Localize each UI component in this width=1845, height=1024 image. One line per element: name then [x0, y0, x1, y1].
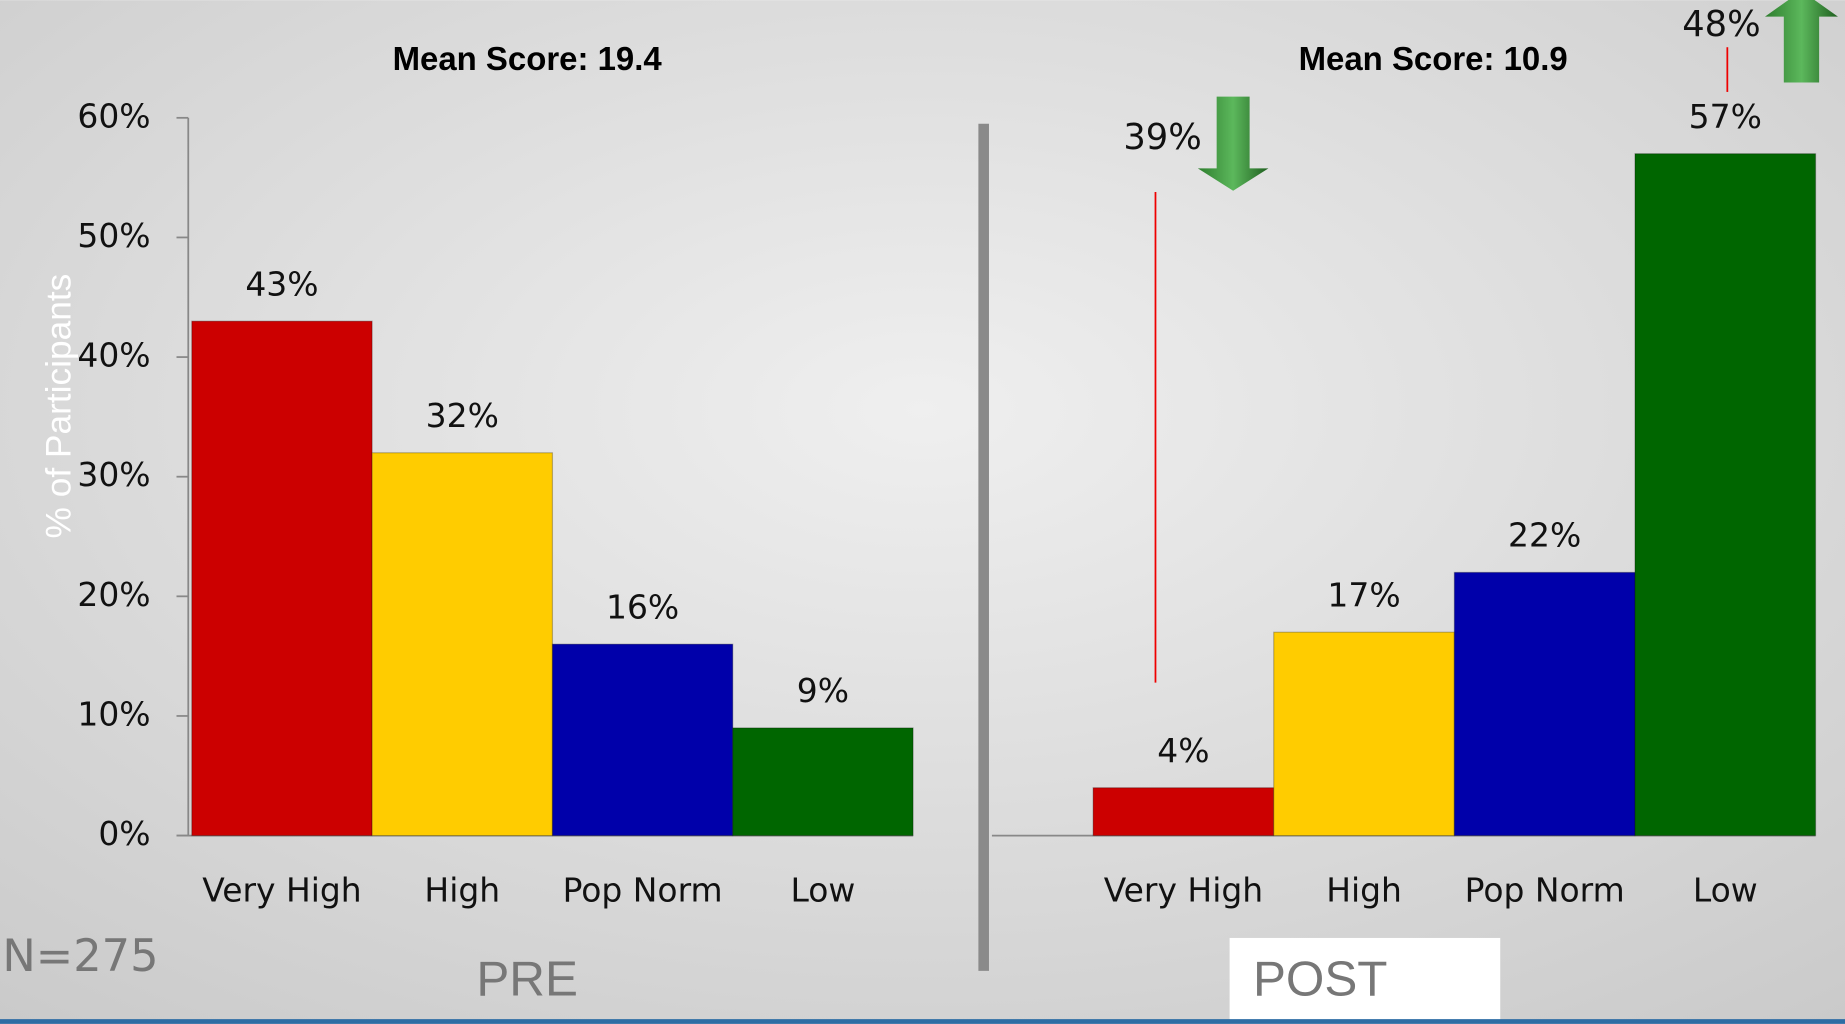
x-tick-label: Very High	[202, 871, 361, 910]
value-label: 16%	[606, 587, 679, 626]
panel-caption: POST	[1253, 952, 1388, 1007]
bar	[191, 320, 373, 837]
y-axis-label: % of Participants	[40, 274, 79, 539]
down-arrow	[1197, 96, 1269, 191]
value-label: 32%	[426, 396, 499, 435]
annotation: 39%	[1123, 117, 1201, 158]
caption-box	[1229, 937, 1501, 1024]
value-label: 43%	[245, 264, 318, 303]
bar	[1634, 153, 1817, 837]
y-tick-label: 60%	[77, 96, 150, 135]
x-tick-label: Pop Norm	[1465, 871, 1625, 910]
bar	[551, 643, 734, 837]
annotation: 48%	[1682, 4, 1760, 45]
value-label: 17%	[1327, 575, 1400, 614]
y-tick-label: 50%	[77, 216, 150, 255]
value-label: 4%	[1157, 731, 1209, 770]
panel-caption: PRE	[476, 952, 578, 1007]
x-tick-label: Low	[790, 871, 855, 910]
value-label: 22%	[1508, 516, 1581, 555]
x-tick-label: Low	[1693, 871, 1758, 910]
bar	[1453, 571, 1636, 837]
y-tick-label: 20%	[77, 575, 150, 614]
bar	[1092, 787, 1275, 837]
x-tick-label: High	[1326, 871, 1402, 910]
bar	[1273, 631, 1455, 837]
x-tick-label: Very High	[1104, 871, 1263, 910]
y-tick-label: 40%	[77, 336, 150, 375]
chart-title: Mean Score: 19.4	[393, 40, 663, 77]
value-label: 57%	[1689, 97, 1762, 136]
y-tick-label: 0%	[98, 814, 150, 853]
bar	[732, 727, 914, 837]
y-tick-label: 30%	[77, 455, 150, 494]
y-tick-label: 10%	[77, 694, 150, 733]
x-tick-label: Pop Norm	[563, 871, 723, 910]
chart-title: Mean Score: 10.9	[1299, 40, 1568, 77]
sample-size: N=275	[2, 929, 158, 982]
x-tick-label: High	[424, 871, 500, 910]
up-arrow	[1764, 0, 1838, 83]
value-label: 9%	[797, 671, 849, 710]
bar	[371, 452, 554, 837]
